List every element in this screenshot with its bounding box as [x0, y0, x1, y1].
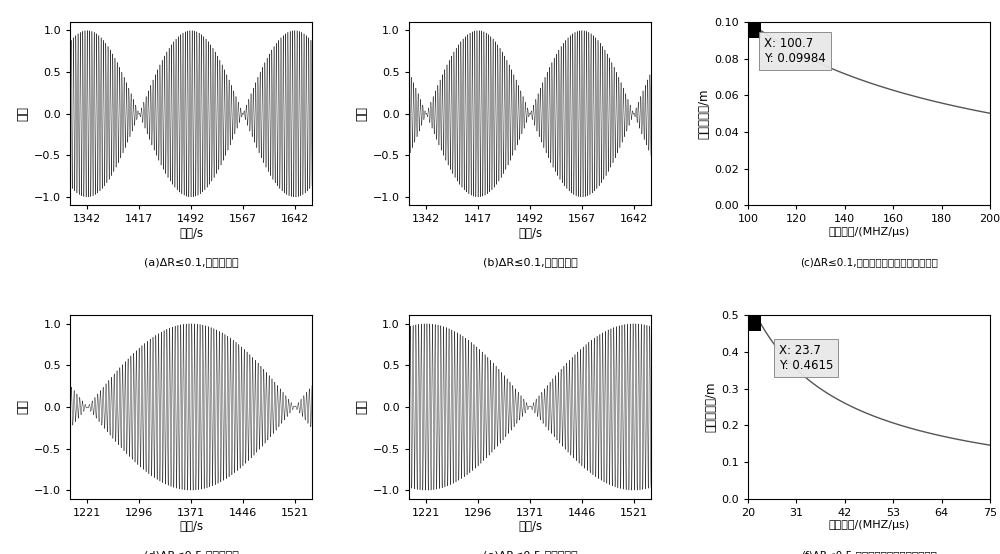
Text: (f)ΔR≤0.5,调制频率与距离分辨率关系图: (f)ΔR≤0.5,调制频率与距离分辨率关系图 [801, 550, 937, 554]
Y-axis label: 幅度: 幅度 [356, 106, 369, 121]
X-axis label: 时间/s: 时间/s [518, 520, 542, 534]
Text: (b)ΔR≤0.1,波形虚部图: (b)ΔR≤0.1,波形虚部图 [483, 257, 577, 266]
X-axis label: 时间/s: 时间/s [518, 227, 542, 240]
Bar [748, 315, 761, 331]
Text: (a)ΔR≤0.1,波形实部图: (a)ΔR≤0.1,波形实部图 [144, 257, 238, 266]
X-axis label: 调制频率/(MHZ/μs): 调制频率/(MHZ/μs) [828, 227, 910, 237]
X-axis label: 时间/s: 时间/s [179, 520, 203, 534]
Text: (d)ΔR≤0.5,波形实部图: (d)ΔR≤0.5,波形实部图 [144, 550, 238, 554]
Y-axis label: 距离分辨率/m: 距离分辨率/m [697, 89, 710, 139]
Y-axis label: 幅度: 幅度 [17, 399, 30, 414]
Text: X: 23.7
Y: 0.4615: X: 23.7 Y: 0.4615 [779, 344, 833, 372]
X-axis label: 时间/s: 时间/s [179, 227, 203, 240]
Y-axis label: 幅度: 幅度 [356, 399, 369, 414]
Y-axis label: 距离分辨率/m: 距离分辨率/m [704, 382, 717, 432]
X-axis label: 调制频率/(MHZ/μs): 调制频率/(MHZ/μs) [828, 520, 910, 530]
Text: (e)ΔR≤0.5,波形虚部图: (e)ΔR≤0.5,波形虚部图 [483, 550, 577, 554]
Text: (c)ΔR≤0.1,调制频率与距离分辨率关系图: (c)ΔR≤0.1,调制频率与距离分辨率关系图 [800, 257, 938, 266]
Y-axis label: 幅度: 幅度 [17, 106, 30, 121]
Bar [748, 22, 761, 38]
Text: X: 100.7
Y: 0.09984: X: 100.7 Y: 0.09984 [764, 37, 826, 65]
